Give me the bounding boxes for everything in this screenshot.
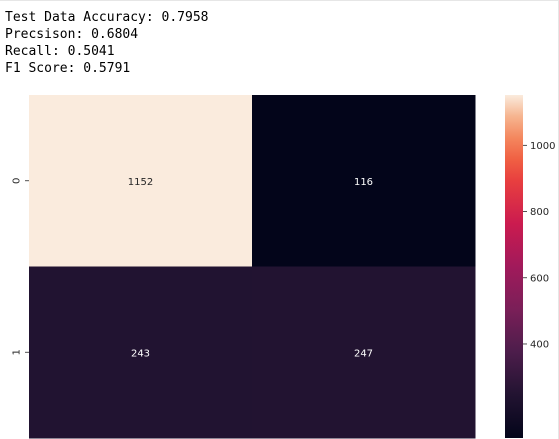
heatmap-cells bbox=[29, 95, 476, 439]
f1-score-line: F1 Score: 0.5791 bbox=[5, 61, 131, 76]
colorbar bbox=[505, 95, 523, 438]
y-tick-label-1: 1 bbox=[12, 349, 23, 355]
colorbar-tick-label: 800 bbox=[530, 207, 549, 218]
heatmap-cell-0-1 bbox=[252, 95, 476, 267]
colorbar-tick-label: 1000 bbox=[530, 141, 555, 152]
y-tick-labels: 01 bbox=[12, 178, 29, 355]
heatmap-cell-1-0 bbox=[29, 266, 253, 439]
y-tick-label-0: 0 bbox=[12, 178, 23, 184]
precision-line: Precsison: 0.6804 bbox=[5, 27, 139, 42]
heatmap-cell-1-1 bbox=[252, 266, 476, 439]
heatmap-cell-annotation: 243 bbox=[131, 348, 150, 359]
cell-top-border bbox=[0, 0, 559, 1]
colorbar-tick-label: 400 bbox=[530, 339, 549, 350]
heatmap-cell-annotation: 1152 bbox=[128, 177, 153, 188]
heatmap-cell-annotation: 116 bbox=[354, 177, 373, 188]
colorbar-tick-label: 600 bbox=[530, 273, 549, 284]
metrics-output: Test Data Accuracy: 0.7958 Precsison: 0.6… bbox=[5, 9, 209, 77]
colorbar-ticks: 400 600 800 1000 bbox=[523, 141, 555, 350]
accuracy-line: Test Data Accuracy: 0.7958 bbox=[5, 10, 209, 25]
recall-line: Recall: 0.5041 bbox=[5, 44, 115, 59]
heatmap-annotations: 1152 116 243 247 bbox=[128, 177, 373, 360]
heatmap-cell-0-0 bbox=[29, 95, 253, 267]
heatmap-cell-annotation: 247 bbox=[354, 348, 373, 359]
